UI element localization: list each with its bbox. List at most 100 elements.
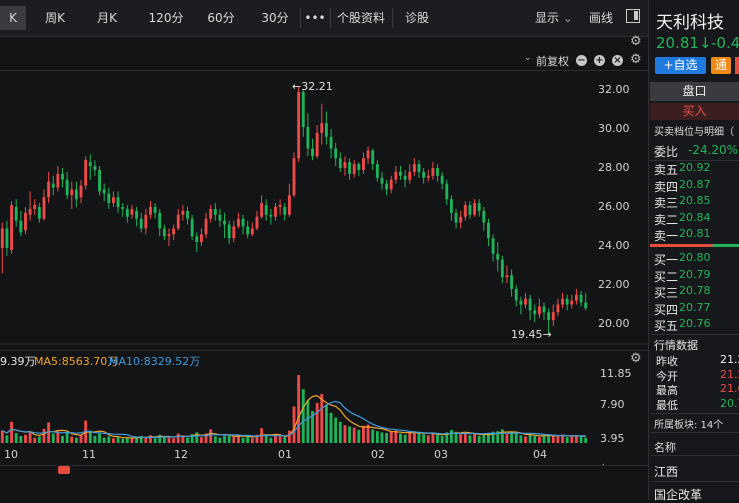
volume-bar bbox=[14, 432, 18, 443]
candle-body bbox=[246, 226, 250, 235]
tab-120min[interactable]: 120分 bbox=[148, 11, 184, 25]
candle-body bbox=[269, 214, 273, 217]
connect-badge[interactable]: 通 bbox=[711, 57, 731, 74]
volume-bar bbox=[385, 432, 389, 443]
bid-price: 20.79 bbox=[679, 267, 711, 281]
candle-body bbox=[533, 310, 537, 315]
volume-bar bbox=[153, 438, 157, 443]
sector-item[interactable]: 江西 bbox=[654, 465, 679, 479]
more-periods-button[interactable]: ••• bbox=[304, 11, 326, 25]
layout-toggle-icon[interactable] bbox=[626, 9, 640, 23]
candle-body bbox=[172, 228, 176, 235]
volume-bar bbox=[139, 435, 143, 443]
bottom-strip bbox=[0, 465, 648, 501]
candle-body bbox=[70, 189, 74, 196]
ask-row[interactable]: 卖一 20.81 bbox=[654, 227, 739, 243]
volume-bar bbox=[47, 422, 51, 443]
candle-body bbox=[139, 218, 143, 229]
bid-row[interactable]: 买二 20.79 bbox=[654, 267, 739, 284]
candle-body bbox=[514, 288, 518, 301]
gear-icon[interactable]: ⚙ bbox=[630, 34, 642, 49]
gear-icon[interactable]: ⚙ bbox=[630, 52, 642, 67]
volume-bar bbox=[487, 433, 490, 443]
volume-bar bbox=[561, 434, 564, 443]
sector-count: 所属板块: 14个 bbox=[654, 420, 724, 431]
candle-body bbox=[195, 236, 199, 243]
tab-30min[interactable]: 30分 bbox=[261, 11, 289, 25]
ask-row[interactable]: 卖二 20.84 bbox=[654, 211, 739, 227]
volume-bar bbox=[121, 438, 125, 443]
stock-price: 20.81↓ bbox=[656, 34, 712, 52]
volume-bar bbox=[33, 437, 37, 443]
candle-body bbox=[482, 210, 486, 223]
candle-body bbox=[250, 228, 254, 235]
candle-body bbox=[241, 218, 245, 227]
high-annotation: ←32.21 bbox=[292, 80, 333, 93]
x-tick: 04 bbox=[533, 448, 547, 461]
candle-body bbox=[348, 162, 351, 174]
bid-label: 买三 bbox=[654, 286, 679, 300]
candle-body bbox=[449, 199, 453, 213]
volume-bar bbox=[61, 435, 64, 443]
volume-bar bbox=[417, 432, 421, 443]
candle-body bbox=[519, 300, 523, 305]
market-data-row: 最高 21.6 bbox=[654, 382, 739, 397]
candle-body bbox=[297, 91, 301, 159]
candle-body bbox=[28, 208, 32, 215]
volume-bar bbox=[98, 433, 101, 443]
tab-weekly-k[interactable]: 周K bbox=[45, 11, 65, 25]
volume-bar bbox=[463, 432, 467, 443]
volume-bar bbox=[0, 430, 4, 443]
candle-body bbox=[417, 164, 421, 172]
tab-60min[interactable]: 60分 bbox=[207, 11, 235, 25]
sector-item[interactable]: 国企改革 bbox=[654, 488, 703, 502]
bid-row[interactable]: 买五 20.76 bbox=[654, 317, 739, 333]
trade-button[interactable] bbox=[735, 57, 739, 74]
tab-daily-k[interactable]: K bbox=[0, 6, 26, 30]
candle-body bbox=[204, 218, 208, 235]
ask-row[interactable]: 卖四 20.87 bbox=[654, 178, 739, 194]
market-data-title: 行情数据 bbox=[654, 339, 698, 352]
volume-bar bbox=[149, 435, 152, 443]
volume-tick: 7.90 bbox=[600, 398, 625, 411]
display-menu-button[interactable]: 显示 ⌄ bbox=[530, 6, 578, 30]
close-icon[interactable]: × bbox=[612, 55, 623, 66]
ask-row[interactable]: 卖五 20.92 bbox=[654, 161, 739, 177]
add-watchlist-button[interactable]: +自选 bbox=[655, 57, 706, 74]
candle-body bbox=[473, 203, 477, 215]
buy-button[interactable]: 买入 bbox=[650, 103, 739, 120]
stock-change: -0.4 bbox=[711, 34, 739, 52]
ma5-value: MA5:8563.70万 bbox=[34, 355, 119, 368]
volume-bar bbox=[246, 436, 250, 443]
ma10-line bbox=[2, 400, 586, 439]
volume-bar bbox=[380, 432, 384, 443]
candle-body bbox=[496, 253, 500, 260]
adjust-mode-select[interactable]: 前复权 bbox=[536, 55, 569, 68]
volume-bar bbox=[510, 432, 514, 443]
candle-body bbox=[88, 162, 92, 167]
tab-monthly-k[interactable]: 月K bbox=[97, 11, 117, 25]
ask-row[interactable]: 卖三 20.85 bbox=[654, 194, 739, 210]
plus-icon[interactable]: + bbox=[594, 55, 605, 66]
chevron-down-icon: ⌄ bbox=[562, 11, 573, 25]
volume-bar bbox=[394, 430, 398, 443]
candle-body bbox=[394, 171, 398, 180]
kline-chart[interactable] bbox=[0, 70, 648, 500]
candle-body bbox=[213, 208, 217, 215]
volume-bar bbox=[102, 437, 106, 443]
candle-body bbox=[436, 168, 439, 176]
candle-body bbox=[547, 312, 551, 321]
tab-orderbook[interactable]: 盘口 bbox=[650, 82, 739, 101]
ma10-value: MA10:8329.52万 bbox=[109, 355, 201, 368]
bid-row[interactable]: 买一 20.80 bbox=[654, 251, 739, 267]
gear-icon[interactable]: ⚙ bbox=[630, 351, 642, 366]
bid-row[interactable]: 买四 20.77 bbox=[654, 301, 739, 317]
minus-icon[interactable]: − bbox=[576, 55, 587, 66]
bid-row[interactable]: 买三 20.78 bbox=[654, 284, 739, 300]
tab-diagnosis[interactable]: 诊股 bbox=[404, 11, 429, 25]
candle-body bbox=[116, 197, 120, 207]
market-data-row: 最低 20.7 bbox=[654, 397, 739, 412]
tab-company-info[interactable]: 个股资料 bbox=[336, 11, 385, 25]
draw-line-button[interactable]: 画线 bbox=[588, 11, 613, 25]
candle-body bbox=[283, 207, 287, 215]
